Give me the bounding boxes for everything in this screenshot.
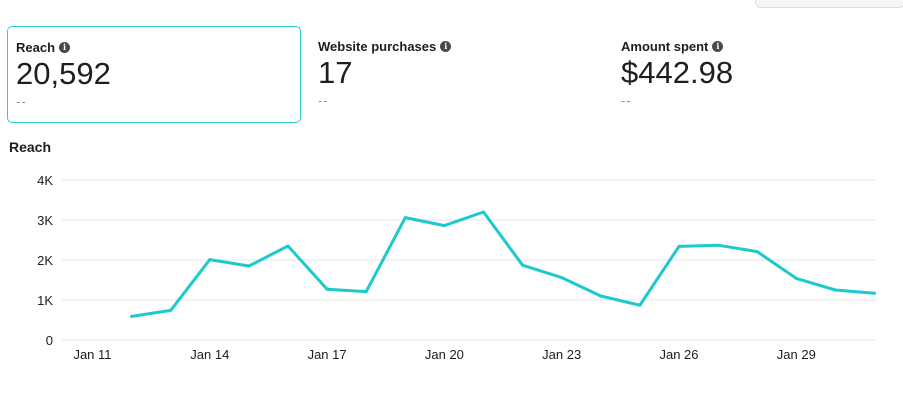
info-icon[interactable]: i [440,40,452,52]
metric-title: Website purchases i [318,38,600,54]
data-point [208,258,212,262]
y-tick-label: 0 [46,333,53,348]
top-control-edge [755,0,903,8]
data-point [521,263,525,267]
data-point [364,290,368,294]
metric-comparison: -- [318,93,329,108]
data-point [677,244,681,248]
metric-title: Reach i [16,39,300,55]
data-point [873,291,876,295]
x-tick-label: Jan 20 [425,347,464,362]
data-point [247,264,251,268]
y-tick-label: 2K [37,253,53,268]
y-tick-label: 1K [37,293,53,308]
x-tick-label: Jan 26 [659,347,698,362]
data-point [638,303,642,307]
x-tick-label: Jan 23 [542,347,581,362]
metric-card-amount-spent[interactable]: Amount spent i $442.98 -- [613,26,893,123]
metric-value: 17 [318,55,353,90]
data-point [403,216,407,220]
data-point [442,224,446,228]
info-icon[interactable]: i [59,41,71,53]
data-point [599,294,603,298]
data-point [130,314,134,318]
metric-title-text: Reach [16,39,56,55]
data-point [716,243,720,247]
metric-title-text: Amount spent [621,38,709,54]
series-line [130,210,876,318]
x-tick-label: Jan 11 [73,347,111,362]
metric-value: $442.98 [621,55,734,90]
metric-comparison: -- [621,93,632,108]
metric-card-reach[interactable]: Reach i 20,592 -- [7,26,301,123]
data-point [833,288,837,292]
data-point [169,308,173,312]
chart-title: Reach [9,139,52,155]
data-point [794,276,798,280]
data-point [560,276,564,280]
data-point [755,250,759,254]
info-icon[interactable]: i [712,40,724,52]
data-point [286,244,290,248]
x-tick-label: Jan 29 [777,347,816,362]
data-point [482,210,485,214]
x-tick-label: Jan 17 [308,347,347,362]
metric-title: Amount spent i [621,38,893,54]
metric-value: 20,592 [16,56,111,91]
y-tick-label: 3K [37,213,53,228]
data-point [325,287,329,291]
metric-title-text: Website purchases [318,38,437,54]
metric-card-website-purchases[interactable]: Website purchases i 17 -- [310,26,600,123]
x-tick-label: Jan 14 [190,347,229,362]
y-tick-label: 4K [37,173,53,188]
metric-comparison: -- [16,94,27,109]
